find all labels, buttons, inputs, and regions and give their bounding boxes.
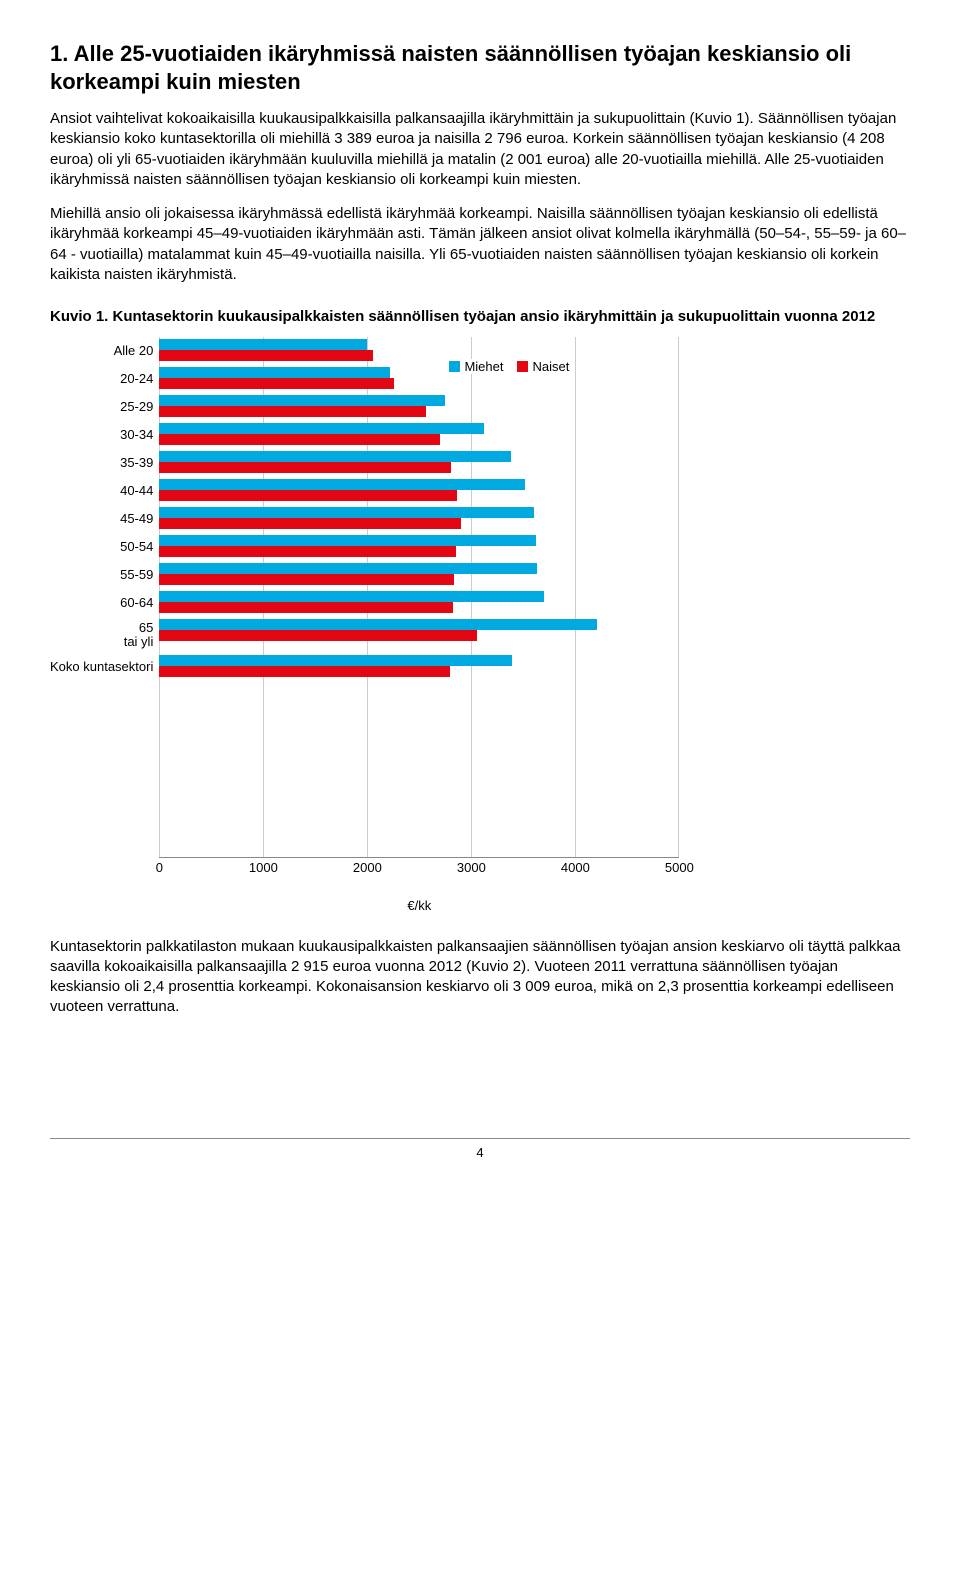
chart-bar-group: [159, 589, 679, 617]
page-footer: 4: [50, 1138, 910, 1160]
chart-plot-area: Miehet Naiset: [159, 337, 679, 858]
chart-bar: [159, 602, 452, 613]
paragraph-3: Kuntasektorin palkkatilaston mukaan kuuk…: [50, 937, 910, 1018]
chart-bar-group: [159, 421, 679, 449]
chart-bar-group: [159, 653, 679, 681]
chart-bar: [159, 479, 525, 490]
chart-bar-group: [159, 337, 679, 365]
legend-label: Naiset: [532, 359, 569, 374]
chart-bar: [159, 339, 367, 350]
page-number: 4: [476, 1145, 483, 1160]
chart-x-tick: 5000: [665, 860, 694, 875]
chart-y-label: 65 tai yli: [50, 617, 153, 653]
chart-bar: [159, 406, 425, 417]
chart-bar-group: [159, 477, 679, 505]
chart-bar: [159, 395, 445, 406]
chart-y-labels: Alle 2020-2425-2930-3435-3940-4445-4950-…: [50, 337, 159, 913]
legend-swatch: [449, 361, 460, 372]
chart-y-label: 55-59: [50, 561, 153, 589]
chart-bar-group: [159, 561, 679, 589]
chart-bar: [159, 619, 597, 630]
chart-bar: [159, 462, 450, 473]
chart-x-tick: 0: [156, 860, 163, 875]
chart-bar-group: [159, 449, 679, 477]
chart-bar: [159, 655, 511, 666]
chart-x-tick: 1000: [249, 860, 278, 875]
chart-bar: [159, 591, 544, 602]
paragraph-1: Ansiot vaihtelivat kokoaikaisilla kuukau…: [50, 109, 910, 190]
chart-x-axis: 010002000300040005000: [159, 858, 679, 878]
chart-y-label: 20-24: [50, 365, 153, 393]
chart-bar: [159, 563, 537, 574]
chart-bar: [159, 451, 511, 462]
chart-bar: [159, 535, 535, 546]
chart-y-label: 45-49: [50, 505, 153, 533]
section-heading: 1. Alle 25-vuotiaiden ikäryhmissä naiste…: [50, 40, 910, 95]
chart-x-tick: 2000: [353, 860, 382, 875]
paragraph-2: Miehillä ansio oli jokaisessa ikäryhmäss…: [50, 204, 910, 285]
chart-bar: [159, 367, 390, 378]
chart-title: Kuvio 1. Kuntasektorin kuukausipalkkaist…: [50, 307, 910, 327]
chart-bar: [159, 378, 394, 389]
chart-y-label: 40-44: [50, 477, 153, 505]
chart-bar: [159, 546, 455, 557]
chart-bar: [159, 666, 450, 677]
chart-bars: [159, 337, 679, 681]
chart-y-label: Alle 20: [50, 337, 153, 365]
chart-x-tick: 3000: [457, 860, 486, 875]
chart-bar-group: [159, 533, 679, 561]
chart-legend: Miehet Naiset: [449, 359, 569, 374]
chart-bar-group: [159, 393, 679, 421]
chart-bar: [159, 350, 372, 361]
chart-y-label: 35-39: [50, 449, 153, 477]
chart-container: Alle 2020-2425-2930-3435-3940-4445-4950-…: [50, 337, 910, 913]
chart-bar-group: [159, 617, 679, 653]
chart-bar-group: [159, 365, 679, 393]
legend-item: Naiset: [517, 359, 569, 374]
chart-bar: [159, 518, 461, 529]
legend-label: Miehet: [464, 359, 503, 374]
chart-bar-group: [159, 505, 679, 533]
chart-x-tick: 4000: [561, 860, 590, 875]
chart-bar: [159, 507, 533, 518]
chart-bar: [159, 574, 453, 585]
chart-bar: [159, 490, 456, 501]
chart-y-label: Koko kuntasektori: [50, 653, 153, 681]
legend-swatch: [517, 361, 528, 372]
chart-y-label: 30-34: [50, 421, 153, 449]
chart-bar: [159, 630, 476, 641]
chart-y-label: 50-54: [50, 533, 153, 561]
chart-y-label: 25-29: [50, 393, 153, 421]
chart-bar: [159, 434, 440, 445]
chart-y-label: 60-64: [50, 589, 153, 617]
chart-x-label: €/kk: [159, 898, 679, 913]
legend-item: Miehet: [449, 359, 503, 374]
chart-bar: [159, 423, 483, 434]
